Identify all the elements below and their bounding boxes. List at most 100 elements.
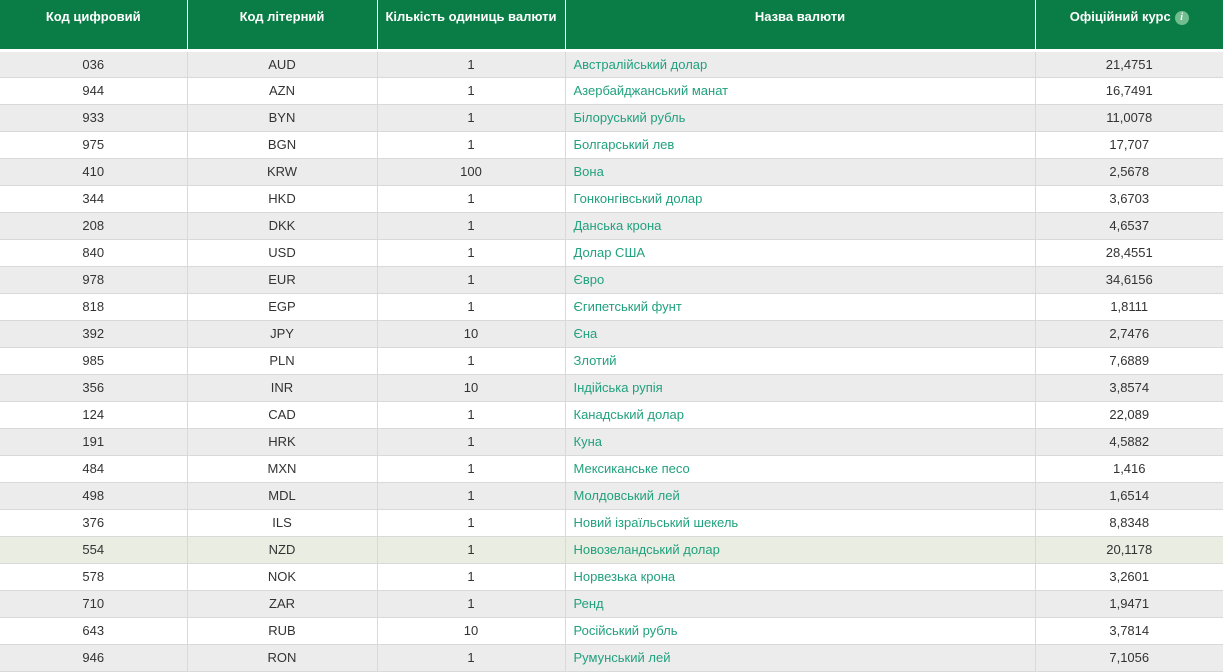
cell-rate: 28,4551	[1035, 239, 1223, 267]
table-row[interactable]: 818 EGP 1 Єгипетський фунт 1,8111	[0, 293, 1223, 321]
currency-name-link[interactable]: Куна	[573, 434, 602, 449]
cell-rate: 16,7491	[1035, 77, 1223, 105]
currency-name-link[interactable]: Мексиканське песо	[573, 461, 690, 476]
cell-rate: 21,4751	[1035, 50, 1223, 78]
cell-num-code: 376	[0, 509, 188, 537]
currency-name-link[interactable]: Індійська рупія	[573, 380, 663, 395]
currency-name-link[interactable]: Новозеландський долар	[573, 542, 720, 557]
table-row[interactable]: 410 KRW 100 Вона 2,5678	[0, 158, 1223, 186]
cell-units: 1	[377, 212, 566, 240]
header-official-rate: Офіційний курс i	[1035, 0, 1223, 52]
cell-num-code: 036	[0, 50, 188, 78]
cell-units: 1	[377, 77, 566, 105]
table-row[interactable]: 710 ZAR 1 Ренд 1,9471	[0, 590, 1223, 618]
currency-name-link[interactable]: Долар США	[573, 245, 646, 260]
cell-currency-name: Російський рубль	[565, 617, 1036, 645]
currency-name-link[interactable]: Австралійський долар	[573, 56, 708, 72]
currency-name-link[interactable]: Молдовський лей	[573, 488, 680, 503]
table-row[interactable]: 985 PLN 1 Злотий 7,6889	[0, 347, 1223, 375]
cell-num-code: 124	[0, 401, 188, 429]
cell-letter-code: KRW	[187, 158, 378, 186]
currency-name-link[interactable]: Єгипетський фунт	[573, 299, 682, 314]
cell-currency-name: Індійська рупія	[565, 374, 1036, 402]
cell-currency-name: Гонконгівський долар	[565, 185, 1036, 213]
currency-name-link[interactable]: Новий ізраїльський шекель	[573, 515, 739, 530]
cell-num-code: 410	[0, 158, 188, 186]
cell-units: 1	[377, 536, 566, 564]
cell-rate: 2,5678	[1035, 158, 1223, 186]
table-row[interactable]: 944 AZN 1 Азербайджанський манат 16,7491	[0, 77, 1223, 105]
cell-currency-name: Злотий	[565, 347, 1036, 375]
currency-name-link[interactable]: Вона	[573, 164, 604, 179]
cell-units: 10	[377, 617, 566, 645]
table-row[interactable]: 392 JPY 10 Єна 2,7476	[0, 320, 1223, 348]
header-letter-code: Код літерний	[187, 0, 378, 52]
cell-rate: 1,416	[1035, 455, 1223, 483]
cell-letter-code: RUB	[187, 617, 378, 645]
table-row[interactable]: 978 EUR 1 Євро 34,6156	[0, 266, 1223, 294]
cell-num-code: 643	[0, 617, 188, 645]
cell-currency-name: Азербайджанський манат	[565, 77, 1036, 105]
cell-units: 10	[377, 320, 566, 348]
table-row[interactable]: 554 NZD 1 Новозеландський долар 20,1178	[0, 536, 1223, 564]
cell-rate: 4,6537	[1035, 212, 1223, 240]
cell-rate: 20,1178	[1035, 536, 1223, 564]
cell-letter-code: RON	[187, 644, 378, 672]
cell-letter-code: BYN	[187, 104, 378, 132]
cell-units: 1	[377, 590, 566, 618]
cell-num-code: 356	[0, 374, 188, 402]
cell-units: 1	[377, 293, 566, 321]
currency-name-link[interactable]: Гонконгівський долар	[573, 191, 703, 206]
cell-currency-name: Куна	[565, 428, 1036, 456]
cell-currency-name: Австралійський долар	[565, 50, 1036, 78]
table-row[interactable]: 933 BYN 1 Білоруський рубль 11,0078	[0, 104, 1223, 132]
cell-num-code: 978	[0, 266, 188, 294]
currency-name-link[interactable]: Російський рубль	[573, 623, 678, 638]
table-row[interactable]: 356 INR 10 Індійська рупія 3,8574	[0, 374, 1223, 402]
cell-num-code: 975	[0, 131, 188, 159]
currency-name-link[interactable]: Єна	[573, 326, 598, 341]
currency-name-link[interactable]: Румунський лей	[573, 650, 671, 665]
table-row[interactable]: 484 MXN 1 Мексиканське песо 1,416	[0, 455, 1223, 483]
currency-name-link[interactable]: Ренд	[573, 596, 604, 611]
cell-rate: 3,6703	[1035, 185, 1223, 213]
cell-units: 1	[377, 347, 566, 375]
table-row[interactable]: 975 BGN 1 Болгарський лев 17,707	[0, 131, 1223, 159]
cell-rate: 3,8574	[1035, 374, 1223, 402]
table-row[interactable]: 344 HKD 1 Гонконгівський долар 3,6703	[0, 185, 1223, 213]
table-row[interactable]: 643 RUB 10 Російський рубль 3,7814	[0, 617, 1223, 645]
currency-name-link[interactable]: Євро	[573, 272, 605, 287]
table-row[interactable]: 191 HRK 1 Куна 4,5882	[0, 428, 1223, 456]
cell-num-code: 484	[0, 455, 188, 483]
table-row[interactable]: 946 RON 1 Румунський лей 7,1056	[0, 644, 1223, 672]
table-row[interactable]: 208 DKK 1 Данська крона 4,6537	[0, 212, 1223, 240]
cell-units: 1	[377, 401, 566, 429]
cell-rate: 3,2601	[1035, 563, 1223, 591]
table-row[interactable]: 840 USD 1 Долар США 28,4551	[0, 239, 1223, 267]
cell-rate: 7,6889	[1035, 347, 1223, 375]
currency-name-link[interactable]: Азербайджанський манат	[573, 83, 729, 98]
header-num-code: Код цифровий	[0, 0, 188, 52]
cell-rate: 34,6156	[1035, 266, 1223, 294]
table-row[interactable]: 498 MDL 1 Молдовський лей 1,6514	[0, 482, 1223, 510]
currency-name-link[interactable]: Норвезька крона	[573, 569, 676, 584]
table-row[interactable]: 578 NOK 1 Норвезька крона 3,2601	[0, 563, 1223, 591]
currency-name-link[interactable]: Болгарський лев	[573, 137, 675, 152]
currency-name-link[interactable]: Білоруський рубль	[573, 110, 686, 125]
info-icon[interactable]: i	[1174, 10, 1189, 25]
cell-num-code: 344	[0, 185, 188, 213]
cell-rate: 8,8348	[1035, 509, 1223, 537]
cell-rate: 17,707	[1035, 131, 1223, 159]
table-row[interactable]: 036 AUD 1 Австралійський долар 21,4751	[0, 50, 1223, 78]
cell-currency-name: Вона	[565, 158, 1036, 186]
table-row[interactable]: 124 CAD 1 Канадський долар 22,089	[0, 401, 1223, 429]
currency-name-link[interactable]: Злотий	[573, 353, 617, 368]
currency-name-link[interactable]: Данська крона	[573, 218, 662, 233]
cell-letter-code: AUD	[187, 50, 378, 78]
cell-letter-code: NOK	[187, 563, 378, 591]
table-row[interactable]: 376 ILS 1 Новий ізраїльський шекель 8,8348	[0, 509, 1223, 537]
cell-currency-name: Норвезька крона	[565, 563, 1036, 591]
cell-letter-code: DKK	[187, 212, 378, 240]
currency-name-link[interactable]: Канадський долар	[573, 407, 684, 422]
cell-units: 1	[377, 482, 566, 510]
